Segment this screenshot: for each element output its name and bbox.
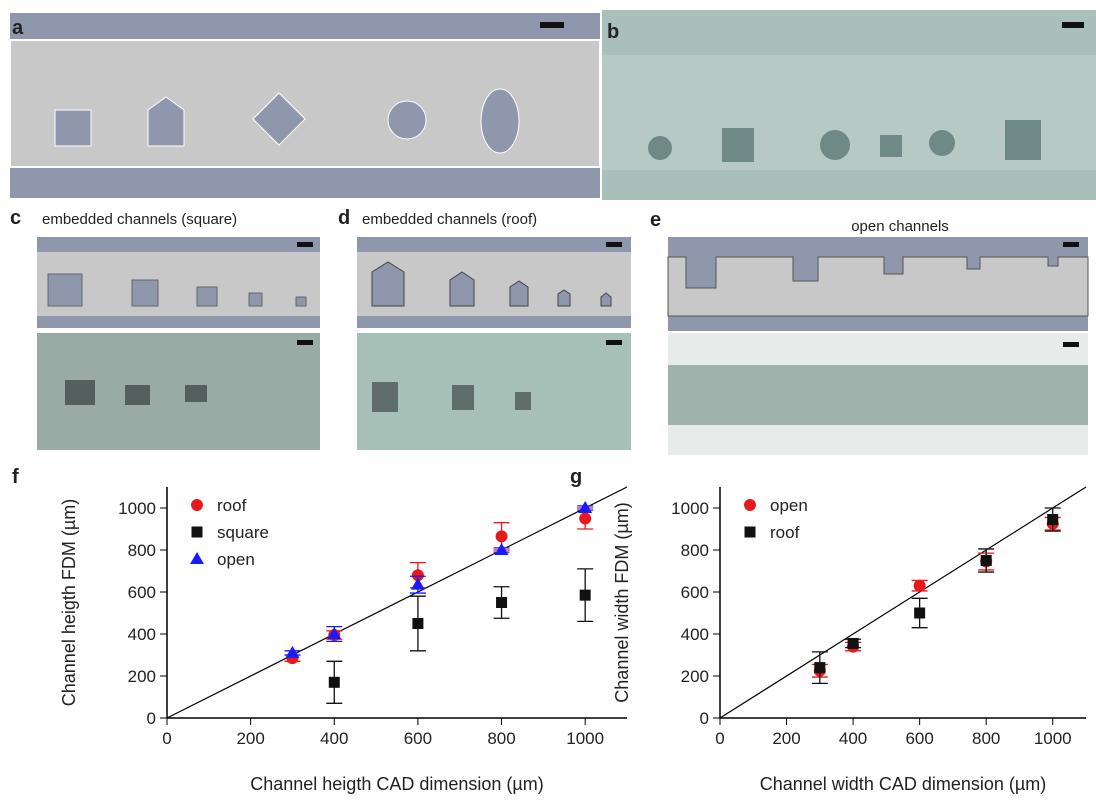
legend-label: roof xyxy=(217,496,247,515)
y-tick-label: 1000 xyxy=(118,499,156,518)
y-tick-label: 800 xyxy=(681,541,709,560)
y-tick-label: 400 xyxy=(681,625,709,644)
panel-label: d xyxy=(338,207,350,229)
legend-marker xyxy=(191,499,203,511)
x-axis-label: Channel width CAD dimension (µm) xyxy=(760,774,1046,794)
y-tick-label: 200 xyxy=(681,667,709,686)
x-tick-label: 200 xyxy=(236,729,264,748)
reference-line xyxy=(720,487,1086,718)
x-tick-label: 400 xyxy=(839,729,867,748)
marker xyxy=(580,590,591,601)
legend-marker xyxy=(744,499,756,511)
x-tick-label: 800 xyxy=(487,729,515,748)
legend-label: roof xyxy=(770,523,800,542)
y-axis-label: Channel width FDM (µm) xyxy=(612,502,632,702)
y-tick-label: 800 xyxy=(128,541,156,560)
x-tick-label: 600 xyxy=(404,729,432,748)
x-tick-label: 600 xyxy=(905,729,933,748)
marker xyxy=(1047,514,1058,525)
marker xyxy=(579,513,591,525)
caption: embedded channels (square) xyxy=(42,211,237,228)
marker xyxy=(578,501,592,513)
panel-label: e xyxy=(650,209,661,231)
marker xyxy=(495,543,509,555)
x-axis-label: Channel heigth CAD dimension (µm) xyxy=(250,774,544,794)
legend-marker xyxy=(745,527,756,538)
caption: open channels xyxy=(851,218,949,235)
schematic-a xyxy=(10,13,600,198)
panel-label: c xyxy=(10,207,21,229)
marker xyxy=(411,578,425,590)
legend-label: square xyxy=(217,523,269,542)
marker xyxy=(496,530,508,542)
y-tick-label: 600 xyxy=(681,583,709,602)
x-tick-label: 0 xyxy=(162,729,171,748)
y-tick-label: 1000 xyxy=(671,499,709,518)
panel-label: f xyxy=(12,466,19,488)
caption: embedded channels (roof) xyxy=(362,211,537,228)
y-tick-label: 0 xyxy=(147,709,156,728)
legend-marker xyxy=(192,527,203,538)
x-tick-label: 0 xyxy=(715,729,724,748)
marker xyxy=(848,638,859,649)
legend-marker xyxy=(190,552,204,564)
x-tick-label: 800 xyxy=(972,729,1000,748)
x-tick-label: 1000 xyxy=(1034,729,1072,748)
legend-label: open xyxy=(770,496,808,515)
marker xyxy=(914,608,925,619)
panel-label: b xyxy=(607,21,619,43)
schematic-d xyxy=(357,237,631,450)
y-tick-label: 400 xyxy=(128,625,156,644)
y-tick-label: 0 xyxy=(700,709,709,728)
figure: a b c d e f g embedded channels (square)… xyxy=(0,0,1096,800)
y-axis-label: Channel heigth FDM (µm) xyxy=(59,499,79,706)
y-tick-label: 600 xyxy=(128,583,156,602)
marker xyxy=(329,677,340,688)
marker xyxy=(496,597,507,608)
marker xyxy=(914,580,926,592)
legend-label: open xyxy=(217,550,255,569)
reference-line xyxy=(167,487,627,718)
schematic-c xyxy=(37,237,320,450)
x-tick-label: 1000 xyxy=(566,729,604,748)
photo-b xyxy=(602,10,1096,200)
panel-label: a xyxy=(12,17,24,39)
marker xyxy=(412,618,423,629)
marker xyxy=(981,555,992,566)
x-tick-label: 200 xyxy=(772,729,800,748)
panel-label: g xyxy=(570,466,582,488)
x-tick-label: 400 xyxy=(320,729,348,748)
schematic-e xyxy=(668,237,1088,455)
marker xyxy=(814,662,825,673)
y-tick-label: 200 xyxy=(128,667,156,686)
